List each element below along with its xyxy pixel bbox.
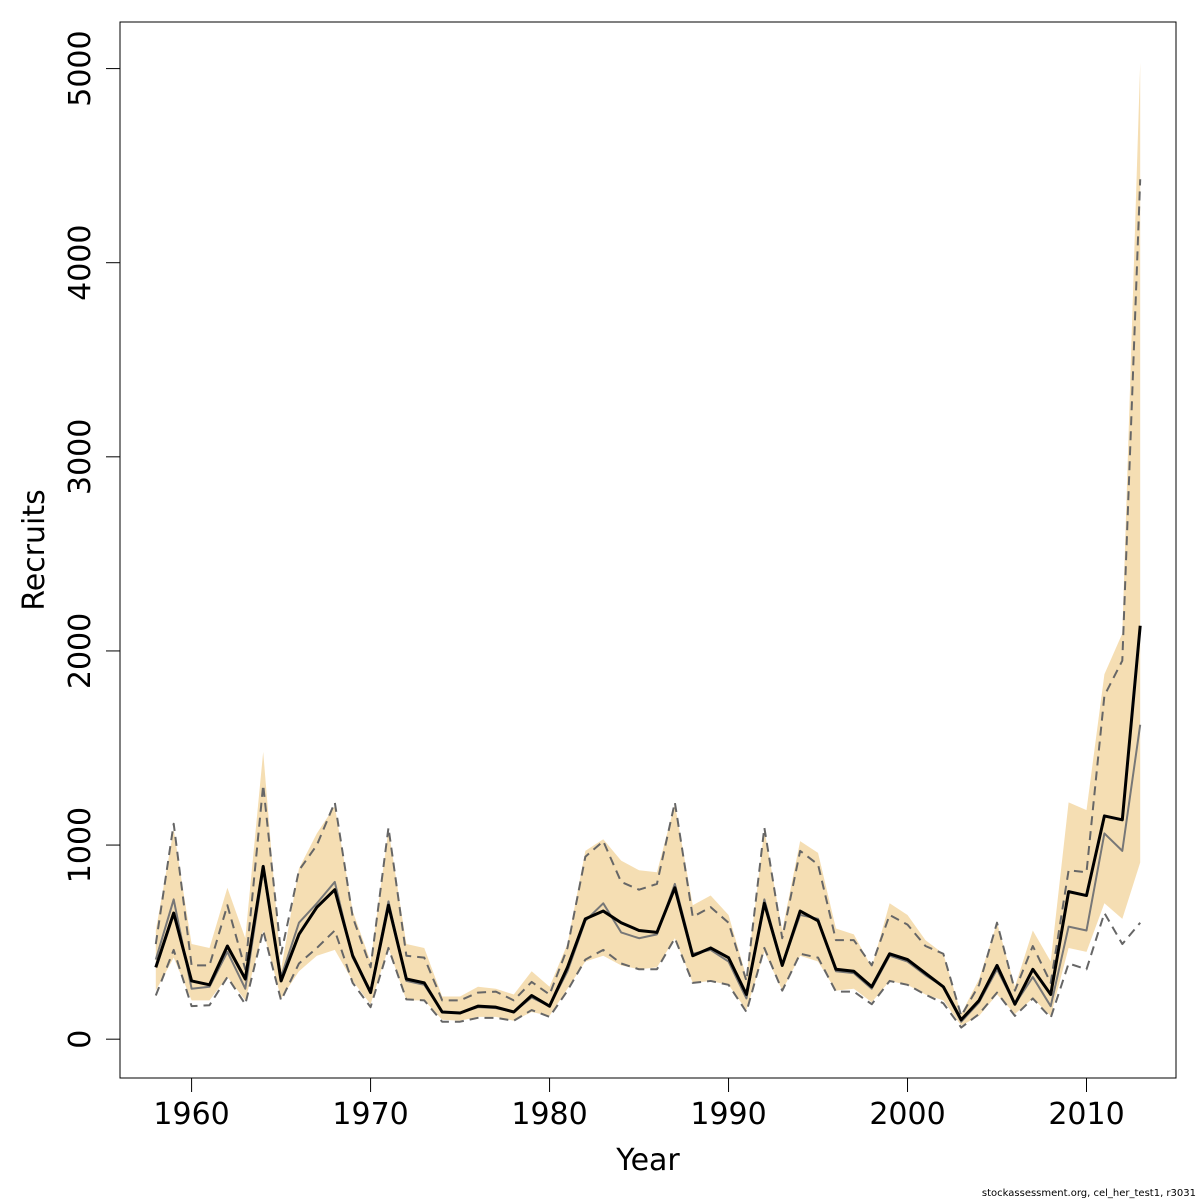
footer-credit: stockassessment.org, cel_her_test1, r303…: [982, 1188, 1196, 1199]
y-tick-label: 4000: [63, 225, 98, 301]
y-tick-label: 0: [63, 1030, 98, 1049]
x-axis-title: Year: [615, 1143, 680, 1178]
x-tick-label: 1970: [332, 1097, 408, 1132]
y-axis: 0 1000 2000 3000 4000 5000: [63, 30, 121, 1049]
series-layer: [154, 179, 1142, 1029]
y-tick-label: 2000: [63, 613, 98, 689]
x-tick-label: 1960: [153, 1097, 229, 1132]
interval-upper-line: [154, 179, 1142, 1017]
x-axis: 1960 1970 1980 1990 2000 2010: [153, 1077, 1125, 1132]
y-tick-label: 3000: [63, 419, 98, 495]
y-tick-label: 5000: [63, 30, 98, 106]
x-tick-label: 1980: [511, 1097, 587, 1132]
estimate-line: [154, 625, 1142, 1022]
y-tick-label: 1000: [63, 807, 98, 883]
interval-lower-line: [154, 912, 1141, 1029]
x-tick-label: 2000: [869, 1097, 945, 1132]
x-tick-label: 2010: [1048, 1097, 1124, 1132]
y-axis-title: Recruits: [17, 489, 52, 611]
x-tick-label: 1990: [690, 1097, 766, 1132]
